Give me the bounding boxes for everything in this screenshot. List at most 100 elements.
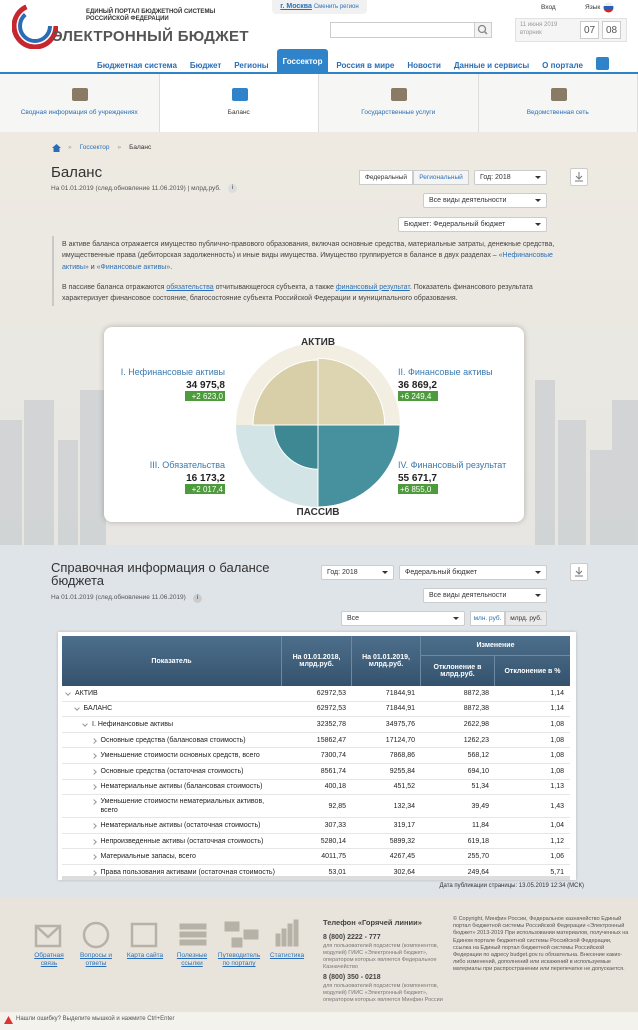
nav-item[interactable]: Регионы — [234, 61, 269, 70]
accessibility-button[interactable] — [596, 57, 609, 70]
table-row[interactable]: I. Нефинансовые активы 32352,78 34975,76 26… — [62, 717, 570, 733]
published-date: Дата публикации страницы: 13.05.2019 12:… — [439, 883, 584, 889]
pie-sector[interactable] — [317, 357, 386, 426]
footer-link[interactable]: Статистика — [269, 952, 305, 959]
pie-sector[interactable] — [252, 359, 319, 426]
nav-item[interactable]: Новости — [407, 61, 441, 70]
activity-select[interactable]: Все виды деятельности — [423, 588, 547, 603]
phone-note: для пользователей подсистем (компонентов… — [323, 983, 443, 1003]
link[interactable]: финансовый результат — [335, 283, 410, 291]
info-icon[interactable]: i — [228, 184, 237, 193]
language[interactable]: Язык — [585, 4, 601, 11]
nav-item[interactable]: Бюджет — [189, 61, 222, 70]
table-row[interactable]: Нематериальные активы (балансовая стоимо… — [62, 780, 570, 796]
footer-link[interactable]: Обратная связь — [34, 952, 64, 967]
year-select[interactable]: Год: 2018 — [474, 170, 547, 185]
link[interactable]: «Финансовые активы» — [96, 263, 171, 271]
table-row[interactable]: Основные средства (балансовая стоимость)… — [62, 733, 570, 749]
download-button[interactable] — [570, 168, 588, 186]
subnav-item[interactable]: Баланс — [159, 74, 319, 132]
header-cell: Изменение — [421, 636, 570, 656]
row-label: Нематериальные активы (остаточная стоимо… — [100, 821, 261, 829]
expand-arrow[interactable] — [90, 854, 97, 860]
unit-toggle[interactable]: млрд. руб. — [505, 611, 547, 626]
pie-sector[interactable] — [317, 424, 401, 508]
value-cell: 8561,74 — [320, 767, 346, 775]
download-button[interactable] — [570, 563, 588, 581]
quadrant-name[interactable]: I. Нефинансовые активы — [121, 367, 225, 377]
filter-select[interactable]: Все — [341, 611, 465, 626]
year-select[interactable]: Год: 2018 — [321, 565, 394, 580]
toggle-regional[interactable]: Региональный — [413, 170, 469, 185]
value-cell: 92,85 — [328, 802, 346, 810]
change-region[interactable]: Сменить регион — [313, 4, 359, 10]
value-cell: 53,01 — [328, 868, 346, 876]
scrollbar[interactable] — [62, 876, 570, 880]
expand-arrow[interactable] — [73, 705, 80, 712]
budget-select[interactable]: Федеральный бюджет — [399, 565, 547, 580]
value-cell: 619,18 — [467, 837, 489, 845]
subnav-item[interactable]: Государственные услуги — [319, 74, 479, 132]
quadrant-name[interactable]: IV. Финансовый результат — [398, 460, 506, 470]
value-cell: 1,06 — [550, 853, 564, 861]
table-row[interactable]: Основные средства (остаточная стоимость)… — [62, 764, 570, 780]
city[interactable]: г. Москва — [280, 3, 312, 10]
quadrant-change: +2 017,4 — [192, 485, 224, 494]
expand-arrow[interactable] — [90, 737, 97, 744]
footer-link[interactable]: Вопросы и ответы — [79, 952, 113, 967]
footer-link[interactable]: Полезные ссылки — [176, 952, 208, 967]
value-cell: 9255,84 — [389, 767, 415, 775]
quadrant-name[interactable]: II. Финансовые активы — [398, 367, 493, 377]
nav-item[interactable]: О портале — [542, 61, 583, 70]
expand-arrow[interactable] — [90, 768, 97, 775]
value-cell: 8872,38 — [463, 689, 489, 697]
table-row[interactable]: Уменьшение стоимости основных средств, в… — [62, 748, 570, 764]
search-button[interactable] — [474, 22, 492, 38]
label-cell: БАЛАНС — [62, 702, 282, 715]
table-row[interactable]: Права пользования активами (остаточная с… — [62, 865, 570, 878]
breadcrumb-item[interactable]: Госсектор — [79, 144, 110, 151]
budget-select[interactable]: Бюджет: Федеральный бюджет — [398, 217, 547, 232]
info-icon[interactable]: i — [193, 594, 202, 603]
table-row[interactable]: Материальные запасы, всего 4011,75 4267,45… — [62, 849, 570, 865]
subnav-item[interactable]: Ведомственная сеть — [478, 74, 638, 132]
nav-item[interactable]: Госсектор — [276, 49, 329, 74]
link[interactable]: «Нефинансовые активы» — [62, 252, 553, 271]
region: г. Москва Сменить регион — [272, 0, 367, 14]
table-row[interactable]: Непроизведенные активы (остаточная стоим… — [62, 834, 570, 850]
table-body: АКТИВ 62972,53 71844,91 8872,38 1,14 БАЛАНС 62… — [62, 686, 570, 878]
table-row[interactable]: БАЛАНС 62972,53 71844,91 8872,38 1,14 — [62, 702, 570, 718]
nav-item[interactable]: Бюджетная система — [97, 61, 177, 70]
home-icon[interactable] — [52, 144, 61, 152]
row-label: Уменьшение стоимости нематериальных акти… — [100, 798, 265, 815]
expand-arrow[interactable] — [90, 823, 97, 829]
activity-select[interactable]: Все виды деятельности — [423, 193, 547, 208]
table-header: Показатель На 01.01.2018, млрд.руб. На 0… — [62, 636, 570, 686]
expand-arrow[interactable] — [90, 753, 97, 760]
expand-arrow[interactable] — [65, 689, 71, 696]
header-cell: На 01.01.2019, млрд.руб. — [352, 636, 421, 686]
value-cell: 7300,74 — [320, 752, 346, 760]
expand-arrow[interactable] — [90, 838, 97, 845]
table-row[interactable]: Нематериальные активы (остаточная стоимо… — [62, 818, 570, 834]
expand-arrow[interactable] — [82, 721, 88, 727]
expand-arrow[interactable] — [90, 784, 97, 791]
footer-link[interactable]: Карта сайта — [126, 952, 164, 959]
expand-arrow[interactable] — [90, 799, 97, 805]
link[interactable]: обязательства — [166, 283, 214, 291]
table-row[interactable]: АКТИВ 62972,53 71844,91 8872,38 1,14 — [62, 686, 570, 702]
toggle-federal[interactable]: Федеральный — [359, 170, 413, 185]
pie-sector[interactable] — [273, 424, 319, 470]
footer-link[interactable]: Путеводитель по порталу — [217, 952, 261, 967]
nav-item[interactable]: Россия в мире — [336, 61, 395, 70]
subnav-item[interactable]: Сводная информация об учреждениях — [0, 74, 160, 132]
quadrant-name[interactable]: III. Обязательства — [150, 460, 225, 470]
expand-arrow[interactable] — [90, 869, 97, 876]
nav-item[interactable]: Данные и сервисы — [453, 61, 530, 70]
login[interactable]: Вход — [541, 4, 556, 11]
unit-toggle[interactable]: млн. руб. — [470, 611, 505, 626]
icon-shape — [550, 88, 567, 101]
table-row[interactable]: Уменьшение стоимости нематериальных акти… — [62, 795, 570, 819]
search-input[interactable] — [330, 22, 490, 38]
